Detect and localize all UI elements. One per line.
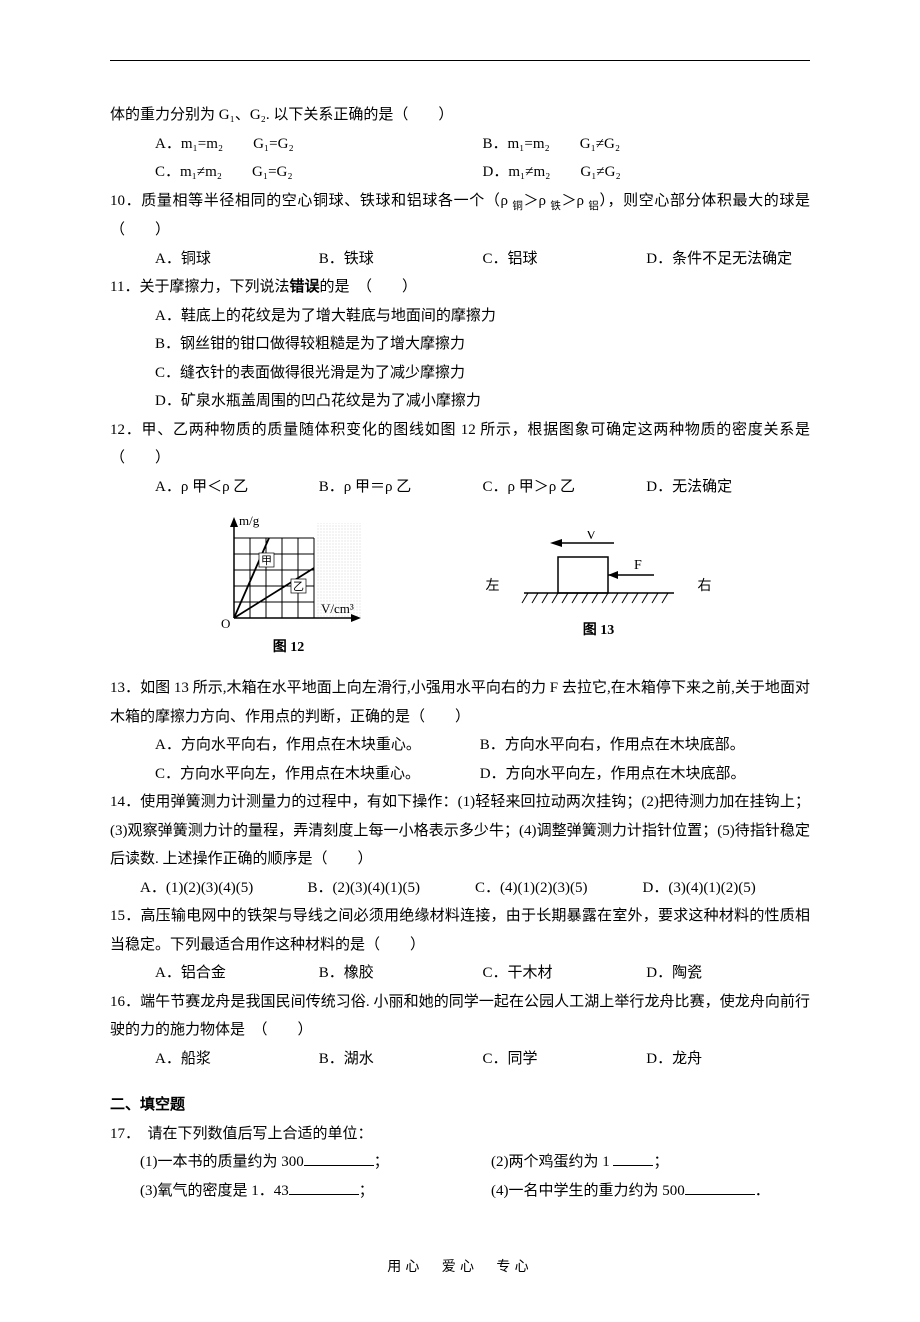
q10-stem-part1: 10．质量相等半径相同的空心铜球、铁球和铝球各一个（ρ: [110, 193, 512, 209]
q14-choice-a: A．(1)(2)(3)(4)(5): [140, 874, 308, 903]
q16-stem: 16．端午节赛龙舟是我国民间传统习俗. 小丽和她的同学一起在公园人工湖上举行龙舟…: [110, 988, 810, 1045]
q12-choice-d: D．无法确定: [646, 473, 810, 502]
q17-p4b: ．: [755, 1183, 770, 1199]
q14-choice-c: C．(4)(1)(2)(3)(5): [475, 874, 643, 903]
q12-choice-c: C．ρ 甲＞ρ 乙: [483, 473, 647, 502]
header-rule: [110, 60, 810, 61]
fig13-left-label: 左: [486, 574, 500, 601]
fig13-label: 图 13: [583, 618, 615, 645]
q13-stem: 13．如图 13 所示,木箱在水平地面上向左滑行,小强用水平向右的力 F 去拉它…: [110, 674, 810, 731]
q10-sub2: 铁: [550, 201, 561, 212]
q13-choice-d: D．方向水平向左，作用点在木块底部。: [480, 760, 801, 789]
q17-blank1: [304, 1151, 374, 1166]
q10-stem: 10．质量相等半径相同的空心铜球、铁球和铝球各一个（ρ 铜＞ρ 铁＞ρ 铝），则…: [110, 187, 810, 245]
q10-mid2: ＞ρ: [561, 193, 588, 209]
q13-row1: A．方向水平向右，作用点在木块重心。 B．方向水平向右，作用点在木块底部。: [110, 731, 810, 760]
q17-blank4: [685, 1180, 755, 1195]
q11-choice-a: A．鞋底上的花纹是为了增大鞋底与地面间的摩擦力: [110, 302, 810, 331]
q17-p2b: ；: [653, 1154, 668, 1170]
q12-choice-b: B．ρ 甲＝ρ 乙: [319, 473, 483, 502]
q9-choice-b: B．m₁=m₂ G₁≠G₂: [483, 130, 811, 159]
q14-choice-d: D．(3)(4)(1)(2)(5): [643, 874, 811, 903]
q10-sub1: 铜: [512, 201, 523, 212]
q14-stem: 14．使用弹簧测力计测量力的过程中，有如下操作：(1)轻轻来回拉动两次挂钩；(2…: [110, 788, 810, 874]
q14-choice-b: B．(2)(3)(4)(1)(5): [308, 874, 476, 903]
q11-stem2: 的是 （ ）: [319, 279, 417, 295]
q10-mid1: ＞ρ: [523, 193, 550, 209]
q10-choice-c: C．铝球: [483, 245, 647, 274]
q15-choice-c: C．干木材: [483, 959, 647, 988]
q17-stem: 17． 请在下列数值后写上合适的单位：: [110, 1120, 810, 1149]
q17-part2: (2)两个鸡蛋约为 1 ；: [491, 1148, 810, 1177]
q17-p3b: ；: [359, 1183, 374, 1199]
q17-part4: (4)一名中学生的重力约为 500 ．: [491, 1177, 810, 1206]
q12-choices: A．ρ 甲＜ρ 乙 B．ρ 甲＝ρ 乙 C．ρ 甲＞ρ 乙 D．无法确定: [110, 473, 810, 502]
q16-choice-d: D．龙舟: [646, 1045, 810, 1074]
q15-choices: A．铝合金 B．橡胶 C．干木材 D．陶瓷: [110, 959, 810, 988]
q10-choice-b: B．铁球: [319, 245, 483, 274]
q11-choice-c: C．缝衣针的表面做得很光滑是为了减少摩擦力: [110, 359, 810, 388]
q9-row1: A．m₁=m₂ G₁=G₂ B．m₁=m₂ G₁≠G₂: [110, 130, 810, 159]
fig12-svg: 甲 乙 m/g V/cm³ O: [209, 513, 369, 633]
q16-choice-a: A．船浆: [155, 1045, 319, 1074]
fig13-wrap: 左 V F: [486, 531, 712, 645]
q10-choices: A．铜球 B．铁球 C．铝球 D．条件不足无法确定: [110, 245, 810, 274]
q17-part3: (3)氧气的密度是 1．43 ；: [140, 1177, 491, 1206]
q10-choice-d: D．条件不足无法确定: [646, 245, 810, 274]
q11-stem1: 11．关于摩擦力，下列说法: [110, 279, 289, 295]
q15-choice-a: A．铝合金: [155, 959, 319, 988]
section2-title: 二、填空题: [110, 1091, 810, 1120]
fig13-svg: V F: [514, 531, 684, 616]
q17-p1b: ；: [374, 1154, 389, 1170]
q17-p4a: (4)一名中学生的重力约为 500: [491, 1183, 685, 1199]
q17-part1: (1)一本书的质量约为 300 ；: [140, 1148, 491, 1177]
fig13-f-label: F: [634, 558, 642, 573]
q11-bold: 错误: [289, 279, 319, 295]
fig12-label-yi: 乙: [293, 580, 304, 593]
q13-choice-a: A．方向水平向右，作用点在木块重心。: [155, 731, 476, 760]
q15-stem: 15．高压输电网中的铁架与导线之间必须用绝缘材料连接，由于长期暴露在室外，要求这…: [110, 902, 810, 959]
q17-p2a: (2)两个鸡蛋约为 1: [491, 1154, 614, 1170]
q17-p1a: (1)一本书的质量约为 300: [140, 1154, 304, 1170]
q13-choice-b: B．方向水平向右，作用点在木块底部。: [480, 731, 801, 760]
fig12-xlabel: V/cm³: [321, 601, 354, 616]
q17-blank2: [613, 1151, 653, 1166]
q15-choice-d: D．陶瓷: [646, 959, 810, 988]
fig12-label-jia: 甲: [261, 555, 272, 567]
fig12-wrap: 甲 乙 m/g V/cm³ O 图 12: [209, 513, 369, 662]
q11-choice-d: D．矿泉水瓶盖周围的凹凸花纹是为了减小摩擦力: [110, 387, 810, 416]
q17-row1: (1)一本书的质量约为 300 ； (2)两个鸡蛋约为 1 ；: [110, 1148, 810, 1177]
q12-stem: 12．甲、乙两种物质的质量随体积变化的图线如图 12 所示，根据图象可确定这两种…: [110, 416, 810, 473]
q11-stem: 11．关于摩擦力，下列说法错误的是 （ ）: [110, 273, 810, 302]
q12-choice-a: A．ρ 甲＜ρ 乙: [155, 473, 319, 502]
q9-choice-d: D．m₁≠m₂ G₁≠G₂: [483, 158, 811, 187]
q13-row2: C．方向水平向左，作用点在木块重心。 D．方向水平向左，作用点在木块底部。: [110, 760, 810, 789]
q9-choice-c: C．m₁≠m₂ G₁=G₂: [155, 158, 483, 187]
q11-choice-b: B．钢丝钳的钳口做得较粗糙是为了增大摩擦力: [110, 330, 810, 359]
q15-choice-b: B．橡胶: [319, 959, 483, 988]
q13-choice-c: C．方向水平向左，作用点在木块重心。: [155, 760, 476, 789]
fig12-label: 图 12: [273, 635, 305, 662]
fig13-v-label: V: [586, 531, 596, 543]
q17-blank3: [289, 1180, 359, 1195]
figures-row: 甲 乙 m/g V/cm³ O 图 12 左 V: [110, 513, 810, 662]
fig12-origin: O: [221, 616, 230, 631]
q10-choice-a: A．铜球: [155, 245, 319, 274]
q9-choice-a: A．m₁=m₂ G₁=G₂: [155, 130, 483, 159]
q17-p3a: (3)氧气的密度是 1．43: [140, 1183, 289, 1199]
q9-row2: C．m₁≠m₂ G₁=G₂ D．m₁≠m₂ G₁≠G₂: [110, 158, 810, 187]
q9-stem-cont: 体的重力分别为 G₁、G₂. 以下关系正确的是（ ）: [110, 101, 810, 130]
q16-choice-c: C．同学: [483, 1045, 647, 1074]
fig12-ylabel: m/g: [239, 513, 260, 528]
q10-sub3: 铝: [588, 201, 599, 212]
q17-row2: (3)氧气的密度是 1．43 ； (4)一名中学生的重力约为 500 ．: [110, 1177, 810, 1206]
q14-choices: A．(1)(2)(3)(4)(5) B．(2)(3)(4)(1)(5) C．(4…: [110, 874, 810, 903]
page-footer: 用心 爱心 专心: [110, 1255, 810, 1282]
q16-choices: A．船浆 B．湖水 C．同学 D．龙舟: [110, 1045, 810, 1074]
fig13-right-label: 右: [698, 574, 712, 601]
q16-choice-b: B．湖水: [319, 1045, 483, 1074]
